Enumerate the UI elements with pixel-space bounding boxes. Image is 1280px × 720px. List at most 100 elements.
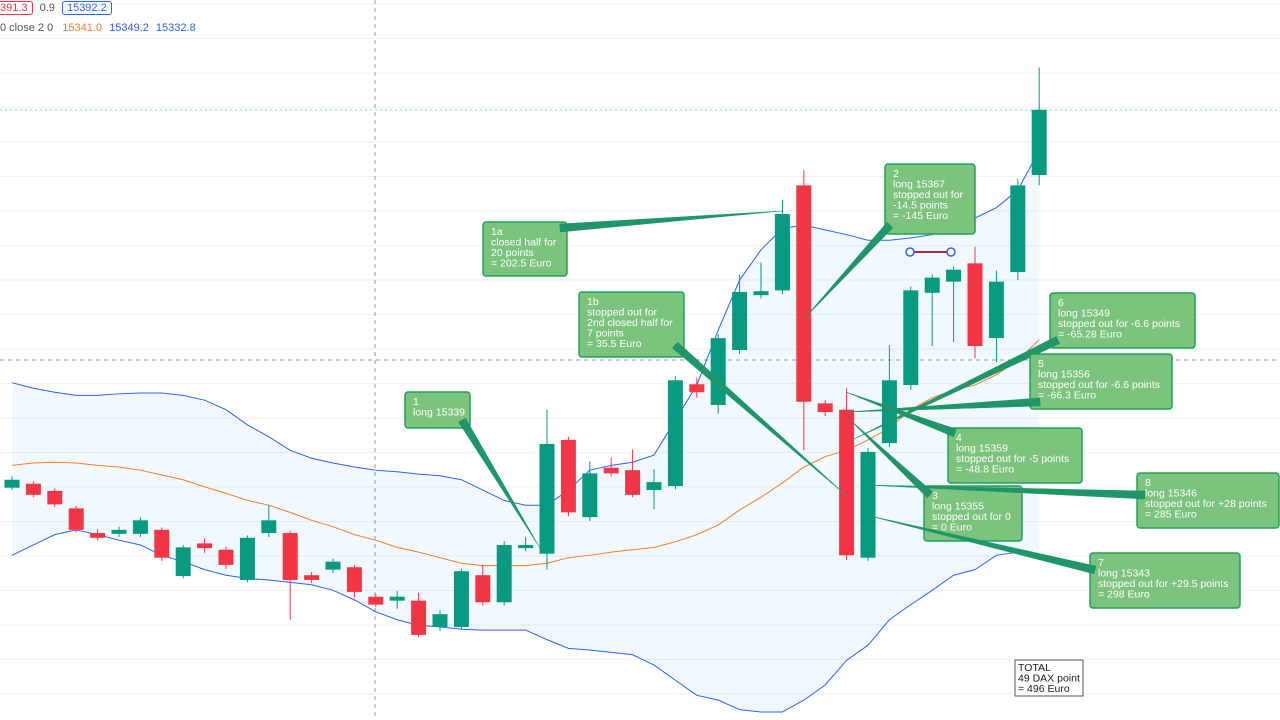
candle-body [432,614,448,627]
annotation-pointer [847,397,1041,413]
total-text: = 496 Euro [1018,683,1070,695]
candle-body [988,281,1004,339]
candle-body [903,290,919,386]
annotation-text: 6 [1058,297,1064,309]
legend-value: 15332.8 [155,22,196,34]
annotation-text: = 202.5 Euro [491,258,552,270]
annotation-text: 4 [956,432,962,444]
annotation-text: stopped out for [587,307,658,319]
annotation-text: 7 [1098,557,1104,569]
annotation-text: stopped out for -6.6 points [1038,379,1160,391]
candle-body [603,467,619,474]
annotation-text: closed half for [491,237,557,249]
candle-body [282,533,298,580]
segment-handle[interactable] [905,247,915,257]
annotation-box [1029,353,1173,410]
annotation-pointer [847,417,934,499]
legend-value: 0.9 [39,2,55,14]
candle-body [111,529,127,534]
annotation-text: 1a [491,226,503,238]
annotation-text: 3 [932,490,938,502]
candle-body [346,567,362,592]
annotation-pointer [865,514,1097,575]
annotation-box [947,427,1083,484]
candle-body [946,269,962,282]
annotation-text: long 15367 [893,179,945,191]
total-text: TOTAL [1018,662,1051,674]
candle-body [839,409,855,556]
candle-body [710,338,726,405]
total-text: 49 DAX point [1018,673,1080,685]
annotation-text: stopped out for +29.5 points [1098,578,1228,590]
candle-body [368,596,384,605]
candle-body [689,384,705,393]
annotation-text: stopped out for -6.6 points [1058,318,1180,330]
candle-body [132,520,148,534]
candle-body [774,214,790,291]
legend-value: 15349.2 [109,22,149,34]
candle-body [560,439,576,513]
candle-body [154,529,170,558]
annotation-pointer [845,391,957,438]
annotation-text: 8 [1145,477,1151,489]
candle-body [475,575,491,603]
candle-body [239,537,255,580]
annotation-text: = 0 Euro [932,522,972,534]
candle-body [496,544,512,603]
legend-value: 15341.0 [62,22,103,34]
candle-body [261,520,277,534]
annotation-box [482,221,568,277]
segment-handle[interactable] [946,247,956,257]
candle-body [1010,185,1026,273]
annotation-text: = -48.8 Euro [956,464,1014,476]
annotation-pointer [559,210,783,233]
annotation-text: long 15343 [1098,568,1150,580]
annotation-text: 2nd closed half for [587,317,673,329]
annotation-box [578,291,685,358]
annotation-text: 2 [893,168,899,180]
candle-body [218,549,234,565]
drawn-segment [905,247,956,257]
candle-body [860,451,876,558]
candle-body [625,470,641,495]
band-line [11,339,1040,567]
legend-label: 0 close 2 0 [0,22,54,34]
annotation-text: long 15339 [413,407,465,419]
annotation-box [404,391,471,429]
candle-body [325,561,341,570]
candle-body [753,291,769,296]
candle-body [582,473,598,518]
annotation-text: long 15349 [1058,308,1110,320]
candles [4,67,1047,638]
annotation-text: stopped out for 0 [932,511,1011,523]
annotation-pointer [802,221,894,321]
annotation-text: stopped out for [893,189,964,201]
annotation-text: = -65.28 Euro [1058,329,1122,341]
annotation-text: 20 points [491,247,534,259]
candle-body [25,483,41,495]
legend-bands: 0 close 2 0 15341.0 15349.2 15332.8 [0,20,196,36]
annotation-text: -14.5 points [893,200,948,212]
annotation-text: = -145 Euro [893,210,948,222]
annotation-text: 1 [413,396,419,408]
annotation-box [884,163,976,235]
candle-body [518,544,534,549]
annotation-box [1136,472,1280,529]
annotation-pointer [865,484,1146,500]
annotation-pointer [458,417,541,549]
annotation-text: long 15356 [1038,369,1090,381]
legend-value: 391.3 [0,1,33,15]
annotation-text: long 15355 [932,501,984,513]
annotation-box [1089,552,1241,609]
candle-body [646,482,662,491]
candle-body [197,543,213,549]
legend-top: 391.3 0.9 15392.2 [0,0,112,16]
annotation-text: long 15346 [1145,488,1197,500]
